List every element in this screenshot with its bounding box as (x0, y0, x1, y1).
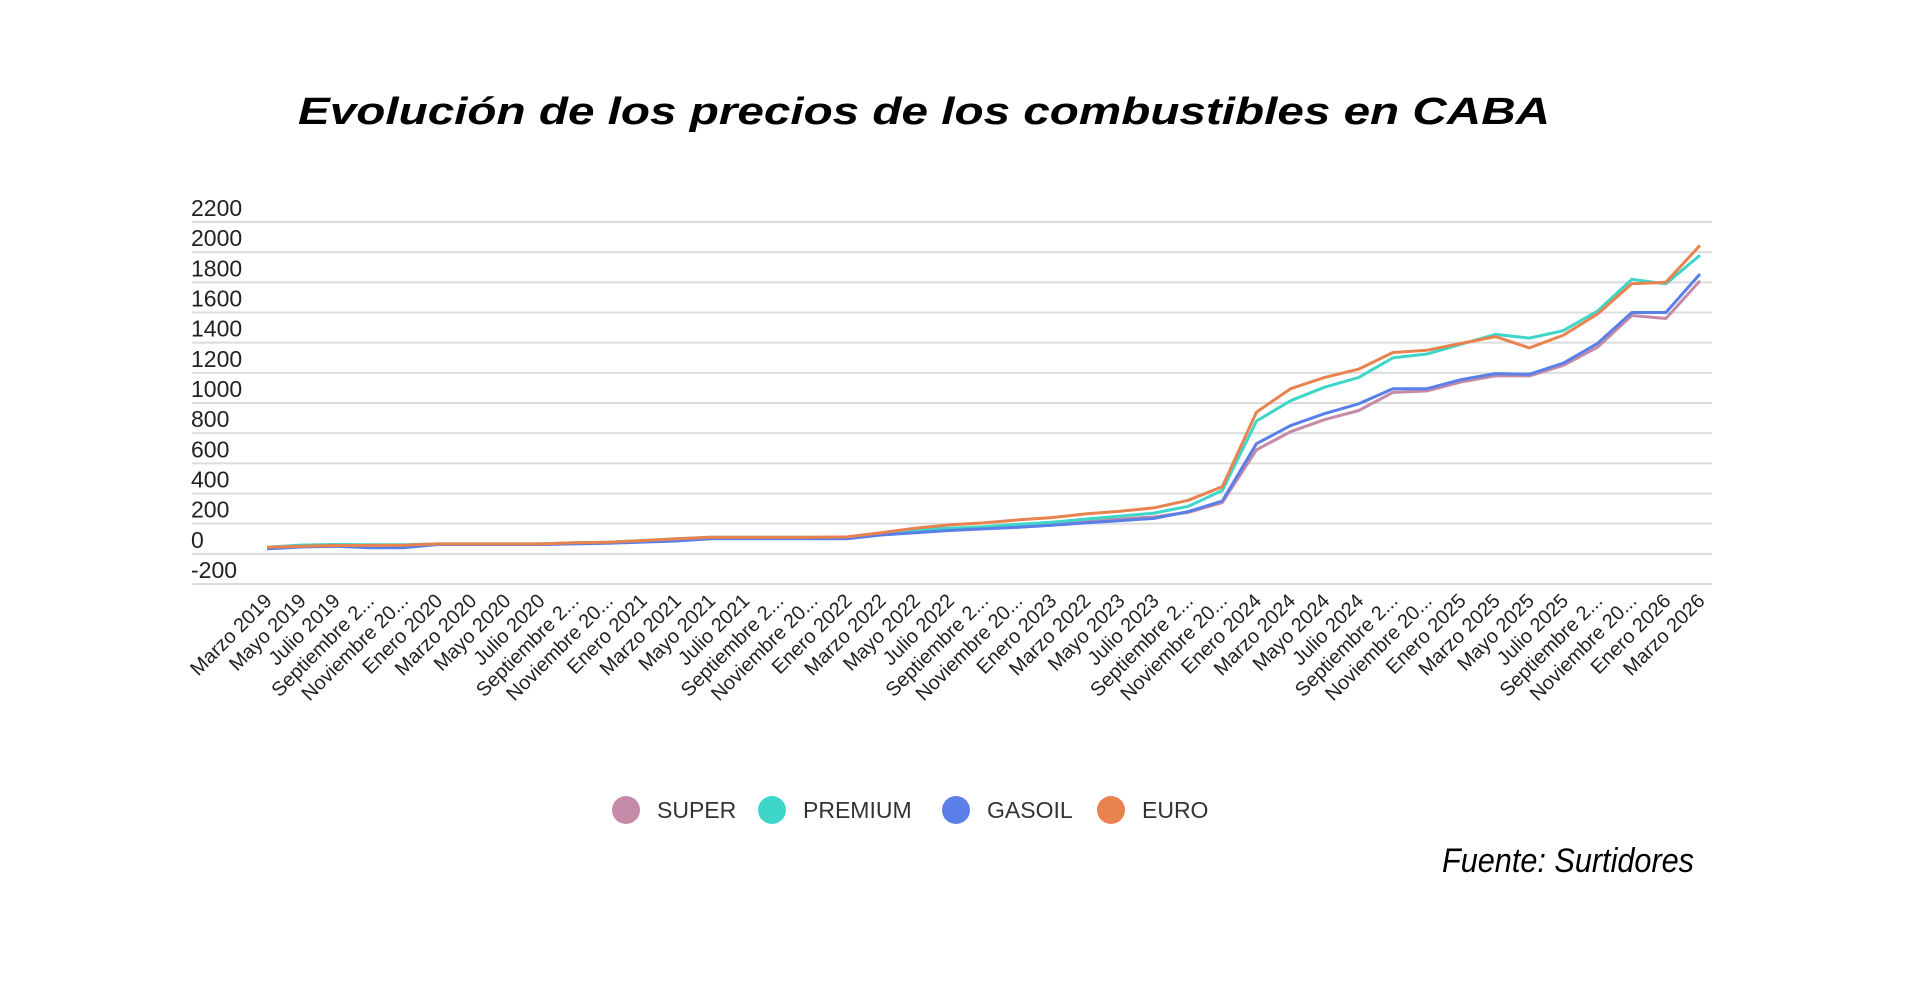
series-line-euro (266, 244, 1702, 549)
series-line-premium (266, 254, 1701, 549)
y-tick-label: 1600 (191, 286, 242, 312)
y-tick-label: 600 (191, 436, 229, 462)
y-tick-label: 2200 (191, 195, 242, 221)
y-axis: 2200200018001600140012001000800600400200… (191, 195, 242, 583)
legend-label: PREMIUM (803, 797, 912, 823)
y-tick-label: 1800 (191, 255, 242, 281)
legend-item-premium[interactable]: PREMIUM (758, 796, 912, 824)
y-tick-label: 1200 (191, 346, 242, 372)
series-lines (266, 244, 1702, 551)
legend-item-gasoil[interactable]: GASOIL (942, 796, 1073, 824)
legend-marker (1097, 796, 1125, 824)
y-tick-label: 1400 (191, 316, 242, 342)
gridlines (192, 221, 1712, 585)
legend-marker (758, 796, 786, 824)
y-tick-label: 2000 (191, 225, 242, 251)
legend-label: GASOIL (987, 797, 1073, 823)
series-line-super (266, 279, 1702, 550)
y-tick-label: 400 (191, 467, 229, 493)
source-note: Fuente: Surtidores (1442, 842, 1694, 880)
y-tick-label: 800 (191, 406, 229, 432)
y-tick-label: 0 (191, 527, 204, 553)
y-tick-label: 1000 (191, 376, 242, 402)
legend-item-euro[interactable]: EURO (1097, 796, 1208, 824)
legend-marker (612, 796, 640, 824)
legend-item-super[interactable]: SUPER (612, 796, 736, 824)
legend: SUPER PREMIUM GASOIL EURO (612, 796, 1208, 824)
legend-marker (942, 796, 970, 824)
y-tick-label: 200 (191, 497, 229, 523)
chart-title: Evolución de los precios de los combusti… (298, 91, 1550, 133)
legend-label: SUPER (657, 797, 736, 823)
series-line-gasoil (266, 273, 1702, 551)
y-tick-label: -200 (191, 557, 237, 583)
legend-label: EURO (1142, 797, 1208, 823)
